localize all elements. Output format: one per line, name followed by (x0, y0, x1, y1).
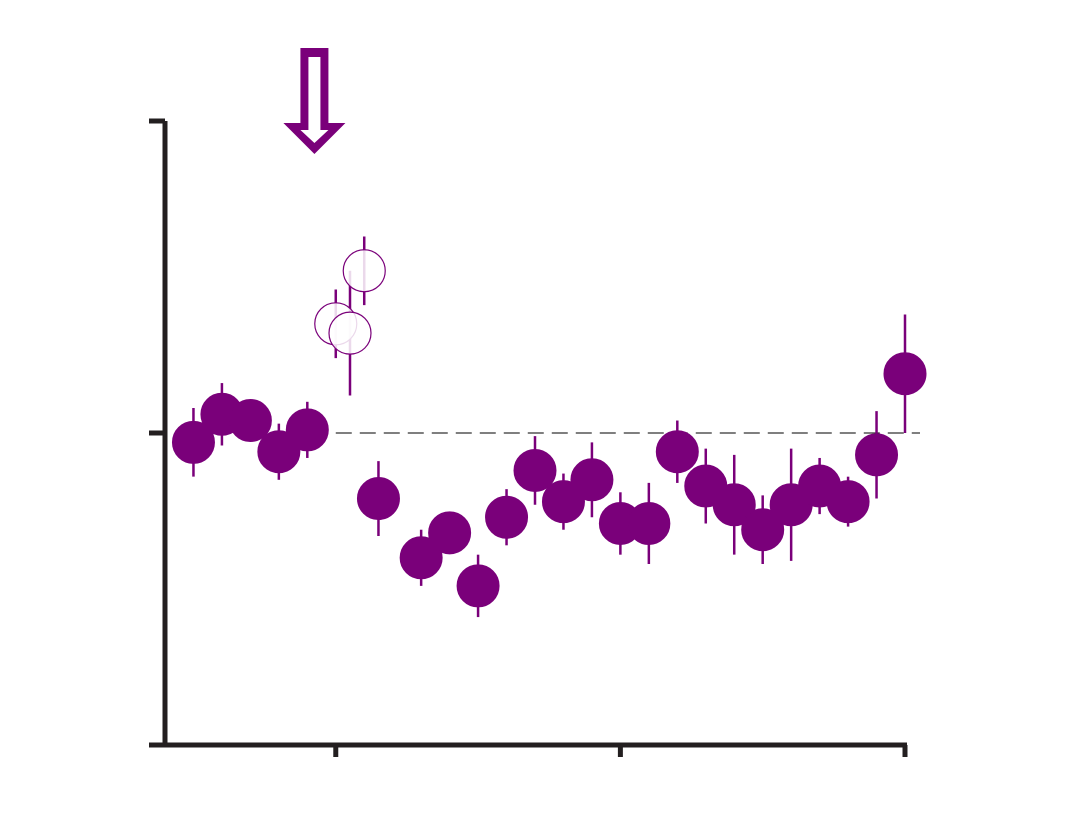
data-point-filled-8 (428, 511, 472, 555)
data-point-filled-9 (456, 564, 500, 608)
data-point-filled-15 (627, 501, 671, 545)
data-point-filled-5 (285, 408, 329, 452)
data-point-filled-24 (883, 352, 927, 396)
data-point-filled-22 (826, 480, 870, 524)
data-point-filled-18 (712, 483, 756, 527)
data-point-open-3 (342, 249, 386, 293)
data-point-filled-7 (399, 536, 443, 580)
annotation-arrow-layer (283, 48, 346, 154)
data-point-filled-3 (228, 399, 272, 443)
data-point-layer (171, 249, 927, 608)
data-point-filled-11 (513, 448, 557, 492)
data-point-filled-1 (171, 420, 215, 464)
data-point-filled-19 (741, 508, 785, 552)
data-point-filled-6 (356, 477, 400, 521)
data-point-open-2 (328, 311, 372, 355)
data-point-filled-13 (570, 458, 614, 502)
data-point-filled-16 (655, 430, 699, 474)
data-point-filled-23 (855, 433, 899, 477)
down-arrow-icon (283, 48, 346, 154)
axes-layer (149, 118, 908, 757)
data-point-filled-10 (485, 495, 529, 539)
